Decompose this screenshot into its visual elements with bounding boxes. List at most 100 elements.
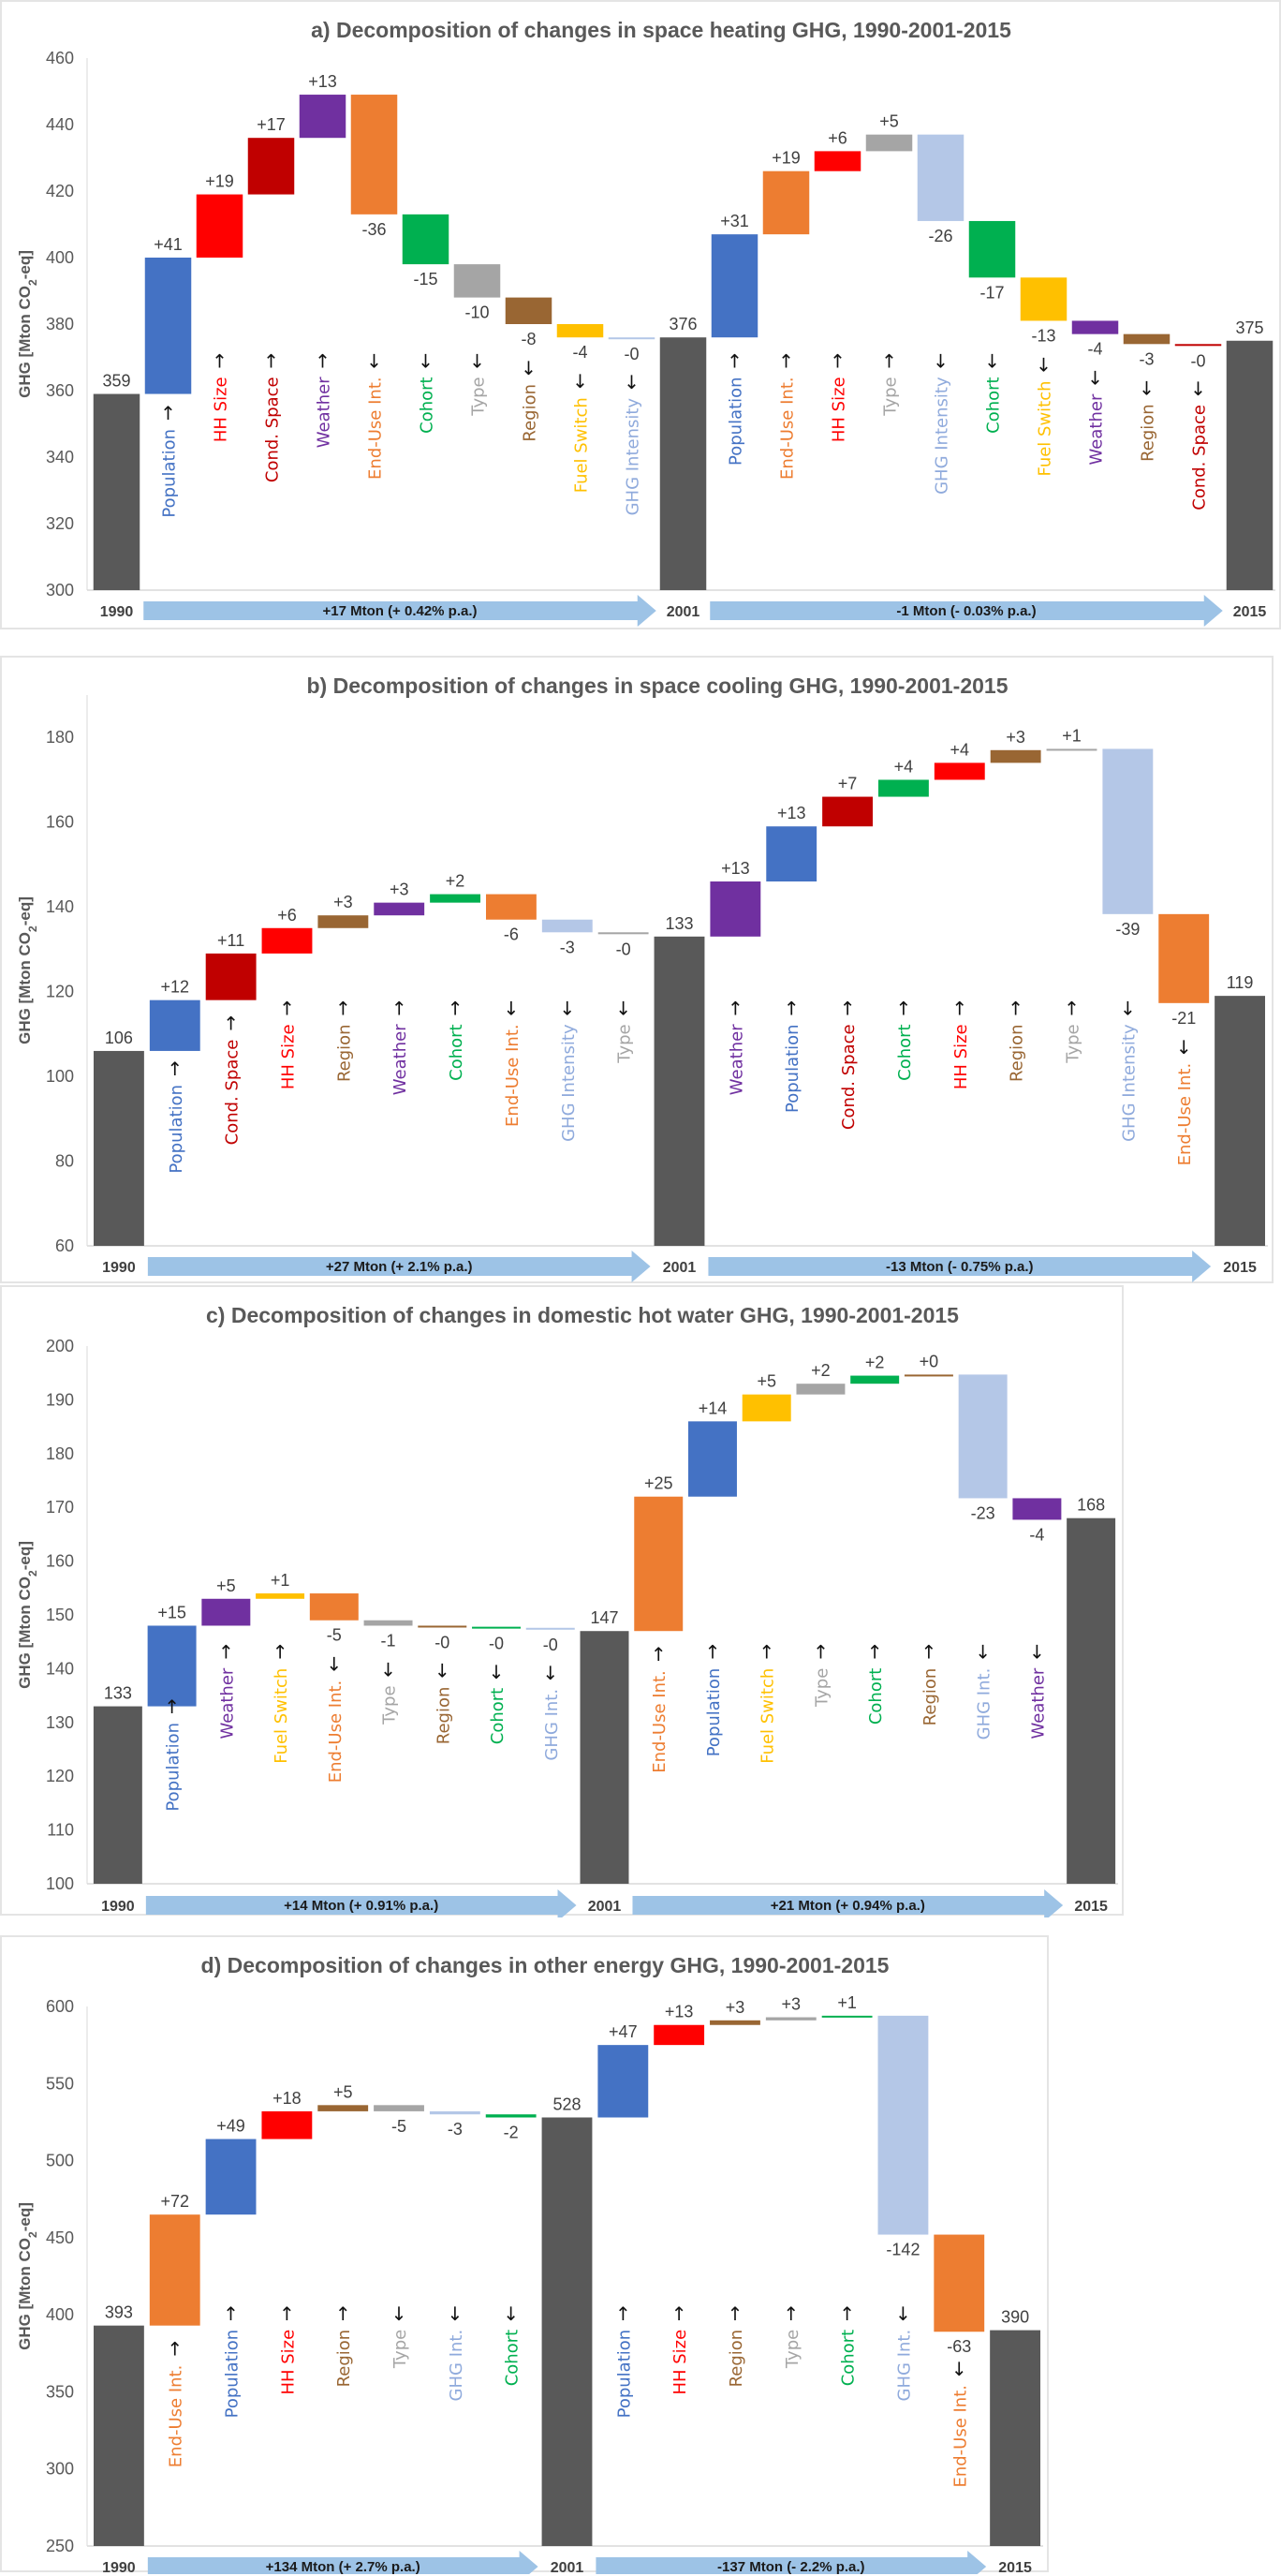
- category-label: Type: [812, 1668, 832, 1708]
- arrow-down-icon: ↓: [975, 1641, 991, 1664]
- factor-value-label: +13: [721, 859, 750, 878]
- y-tick-label: 350: [46, 2382, 74, 2401]
- arrow-up-icon: ↑: [335, 997, 351, 1019]
- total-bar-1990: [93, 1050, 144, 1246]
- year-label: 2001: [667, 604, 700, 620]
- category-label: HH Size: [279, 1024, 299, 1089]
- factor-bar-end-use-int-: [309, 1593, 359, 1621]
- y-tick-label: 190: [46, 1390, 74, 1409]
- period-summary-label: +27 Mton (+ 2.1% p.a.): [326, 1259, 473, 1275]
- factor-value-label: -23: [971, 1503, 995, 1522]
- arrow-down-icon: ↓: [984, 349, 1000, 372]
- total-value-label: 133: [104, 1684, 132, 1703]
- category-label: End-Use Int.: [366, 377, 386, 480]
- arrow-down-icon: ↓: [469, 349, 485, 372]
- category-label: Fuel Switch: [1036, 380, 1055, 476]
- arrow-up-icon: ↑: [783, 2302, 799, 2325]
- factor-value-label: +13: [308, 72, 337, 91]
- arrow-down-icon: ↓: [1120, 997, 1136, 1019]
- arrow-up-icon: ↑: [1008, 997, 1023, 1019]
- period-arrow: [596, 2551, 987, 2574]
- y-tick-label: 450: [46, 2228, 74, 2247]
- factor-bar-region: [317, 915, 369, 928]
- factor-value-label: -17: [979, 283, 1004, 302]
- category-label: GHG Intensity: [933, 377, 952, 495]
- factor-bar-type: [765, 2017, 817, 2021]
- arrow-down-icon: ↓: [615, 997, 631, 1019]
- factor-bar-weather: [374, 902, 425, 916]
- factor-value-label: +7: [838, 775, 858, 793]
- category-label: HH Size: [670, 2330, 690, 2395]
- factor-bar-fuel-switch: [256, 1593, 305, 1599]
- factor-bar-cohort: [430, 894, 481, 903]
- total-bar-2015: [1067, 1517, 1116, 1884]
- category-label: Cohort: [418, 377, 437, 433]
- total-value-label: 390: [1001, 2308, 1029, 2327]
- arrow-down-icon: ↓: [489, 1661, 505, 1683]
- factor-value-label: -3: [448, 2120, 463, 2139]
- category-label: Weather: [1028, 1667, 1048, 1739]
- factor-bar-fuel-switch: [1020, 277, 1068, 321]
- category-label: Type: [783, 2330, 802, 2369]
- factor-bar-population: [205, 2139, 257, 2215]
- y-tick-label: 80: [55, 1152, 74, 1171]
- factor-bar-fuel-switch: [742, 1394, 791, 1422]
- chart-a-svg: a) Decomposition of changes in space hea…: [16, 18, 1275, 627]
- total-bar-2015: [1226, 340, 1274, 590]
- y-tick-label: 250: [46, 2537, 74, 2555]
- arrow-up-icon: ↑: [212, 349, 228, 372]
- category-label: Region: [334, 1024, 354, 1082]
- factor-bar-type: [453, 264, 501, 298]
- period-arrow: [143, 595, 656, 627]
- y-tick-label: 380: [46, 315, 74, 333]
- arrow-down-icon: ↓: [572, 370, 588, 392]
- factor-bar-cohort: [877, 779, 929, 797]
- factor-value-label: +25: [644, 1474, 673, 1493]
- factor-value-label: -39: [1115, 920, 1140, 939]
- category-label: Type: [615, 1024, 635, 1063]
- factor-bar-region: [418, 1625, 467, 1628]
- factor-bar-ghg-intensity: [541, 919, 593, 933]
- category-label: Cohort: [984, 377, 1004, 433]
- y-tick-label: 300: [46, 2460, 74, 2479]
- factor-bar-cond-space: [247, 138, 295, 195]
- y-tick-label: 180: [46, 1444, 74, 1463]
- arrow-up-icon: ↑: [840, 997, 856, 1019]
- year-label: 2001: [663, 1260, 697, 1276]
- factor-value-label: +13: [777, 804, 806, 822]
- y-tick-label: 320: [46, 514, 74, 533]
- chart-panel-d: d) Decomposition of changes in other ene…: [0, 1935, 1049, 2574]
- factor-bar-weather: [201, 1598, 251, 1626]
- factor-bar-ghg-intensity: [917, 134, 964, 221]
- factor-bar-population: [766, 826, 817, 882]
- factor-bar-end-use-int-: [149, 2214, 200, 2326]
- arrow-down-icon: ↓: [1087, 367, 1103, 390]
- period-summary-label: +17 Mton (+ 0.42% p.a.): [322, 603, 477, 619]
- period-summary-label: +134 Mton (+ 2.7% p.a.): [266, 2559, 420, 2574]
- factor-bar-hh-size: [814, 151, 861, 171]
- factor-bar-fuel-switch: [556, 324, 604, 338]
- y-tick-label: 120: [46, 1767, 74, 1785]
- arrow-down-icon: ↓: [1029, 1641, 1045, 1664]
- y-tick-label: 180: [46, 728, 74, 747]
- factor-value-label: +19: [772, 149, 801, 168]
- arrow-up-icon: ↑: [391, 997, 407, 1019]
- factor-bar-cohort: [821, 2015, 873, 2018]
- arrow-up-icon: ↑: [951, 997, 967, 1019]
- total-value-label: 359: [102, 372, 130, 391]
- y-tick-label: 160: [46, 813, 74, 832]
- y-tick-label: 400: [46, 2305, 74, 2324]
- category-label: Population: [614, 2330, 634, 2419]
- arrow-down-icon: ↓: [434, 1660, 450, 1682]
- factor-value-label: +41: [154, 235, 183, 254]
- arrow-down-icon: ↓: [1139, 377, 1155, 399]
- y-tick-label: 340: [46, 448, 74, 466]
- factor-value-label: +12: [161, 978, 190, 997]
- arrow-up-icon: ↑: [651, 1643, 667, 1666]
- factor-bar-weather: [299, 95, 346, 139]
- category-label: Cond. Space: [263, 377, 283, 482]
- year-label: 2015: [998, 2560, 1032, 2574]
- factor-value-label: -21: [1171, 1009, 1196, 1028]
- factor-value-label: +1: [1062, 726, 1082, 745]
- total-value-label: 528: [552, 2095, 581, 2113]
